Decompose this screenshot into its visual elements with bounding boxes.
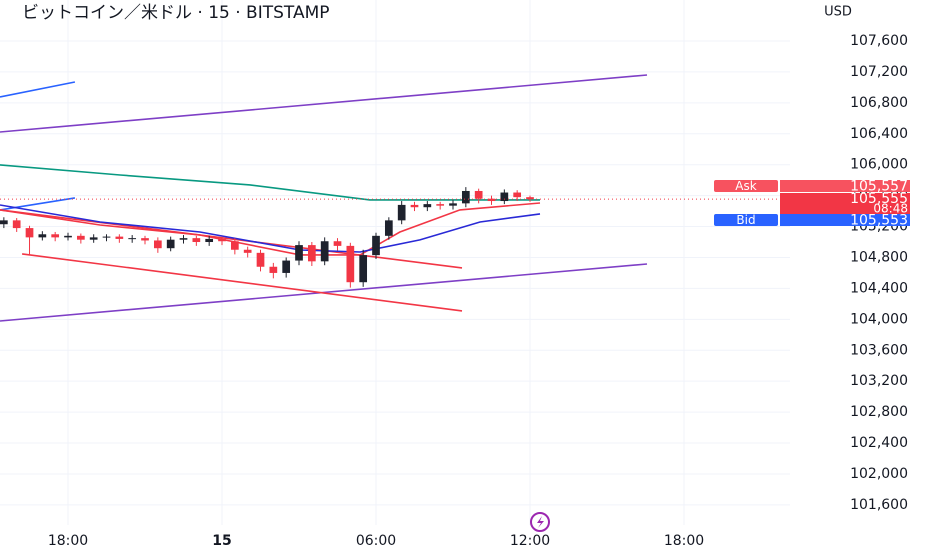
candle-body <box>12 220 21 229</box>
candle-body <box>474 190 483 199</box>
candle-body <box>128 238 137 240</box>
candle-body <box>89 237 98 240</box>
candle-body <box>153 240 162 249</box>
candle-body <box>0 220 8 225</box>
price-tag-name: Bid <box>736 213 755 227</box>
y-tick-label: 103,200 <box>850 373 908 389</box>
candle-body <box>359 255 368 283</box>
candle-body <box>333 241 342 246</box>
y-tick-label: 104,000 <box>850 311 908 327</box>
x-tick-label: 15 <box>212 533 231 549</box>
price-tag-value: 105,557 <box>850 179 908 195</box>
candle-body <box>102 236 111 238</box>
x-tick-label: 18:00 <box>48 533 88 549</box>
y-tick-label: 101,600 <box>850 497 908 513</box>
overlay-line <box>0 202 541 256</box>
candle-body <box>526 197 534 200</box>
overlay-line <box>0 81 76 98</box>
candle-body <box>423 204 432 208</box>
y-tick-label: 104,800 <box>850 249 908 265</box>
axis: 107,600107,200106,800106,400106,000105,6… <box>48 33 910 549</box>
x-tick-label: 06:00 <box>356 533 396 549</box>
candle-body <box>76 235 85 240</box>
event-icon[interactable] <box>530 512 550 532</box>
candle-body <box>384 220 393 236</box>
candle-body <box>397 204 406 221</box>
candle-body <box>243 249 252 253</box>
price-tag <box>780 193 910 214</box>
candle-body <box>256 252 265 267</box>
candle-body <box>205 238 214 243</box>
candle-body <box>372 235 380 256</box>
candle-body <box>295 245 303 261</box>
y-tick-label: 102,000 <box>850 466 908 482</box>
candle-body <box>500 192 509 202</box>
overlay-line <box>0 209 463 269</box>
candle-body <box>230 241 239 250</box>
currency: USD <box>824 5 852 20</box>
y-tick-label: 107,600 <box>850 33 908 49</box>
candle-body <box>64 235 72 238</box>
overlay-line <box>21 253 463 312</box>
x-tick-label: 12:00 <box>510 533 550 549</box>
candle-body <box>346 245 355 283</box>
candle-body <box>410 204 419 208</box>
overlay-line <box>0 74 648 133</box>
candle-body <box>179 238 188 240</box>
candle-body <box>218 238 226 242</box>
price-tag <box>780 180 910 192</box>
candle-body <box>38 234 47 238</box>
grid <box>0 0 790 525</box>
candle-body <box>513 192 522 198</box>
candle-body <box>461 190 470 204</box>
y-tick-label: 104,400 <box>850 280 908 296</box>
price-tag-name-box <box>714 180 778 192</box>
candle-body <box>115 236 124 239</box>
price-tag <box>780 214 910 226</box>
overlay-line <box>0 204 541 253</box>
candle-body <box>141 238 149 241</box>
overlay-line <box>0 164 540 201</box>
y-tick-label: 102,800 <box>850 404 908 420</box>
candle-body <box>192 238 201 243</box>
candle-body <box>282 260 291 273</box>
candle-body <box>51 234 60 238</box>
y-tick-label: 103,600 <box>850 342 908 358</box>
x-tick-label: 18:00 <box>664 533 704 549</box>
plot <box>0 74 790 322</box>
candle-body <box>25 228 34 238</box>
price-tag-name: Ask <box>735 179 756 193</box>
y-tick-label: 106,400 <box>850 126 908 142</box>
candle-body <box>320 241 329 262</box>
price-tag-name-box <box>714 214 778 226</box>
event-bolt[interactable] <box>537 516 544 528</box>
y-tick-label: 107,200 <box>850 64 908 80</box>
candle-body <box>436 204 445 206</box>
candle-body <box>307 245 316 262</box>
price-tag-countdown: 08:48 <box>873 202 908 216</box>
y-tick-label: 106,000 <box>850 157 908 173</box>
candle-body <box>487 198 496 202</box>
price-tag-value: 105,555 <box>850 191 908 207</box>
y-tick-label: 102,400 <box>850 435 908 451</box>
candle-body <box>269 266 278 273</box>
y-tick-label: 106,800 <box>850 95 908 111</box>
candle-body <box>166 239 175 249</box>
candle-body <box>449 203 457 206</box>
price-tag-value: 105,553 <box>850 213 908 229</box>
chart-title: ビットコイン／米ドル · 15 · BITSTAMP <box>22 3 330 23</box>
event-circle[interactable] <box>530 512 550 532</box>
